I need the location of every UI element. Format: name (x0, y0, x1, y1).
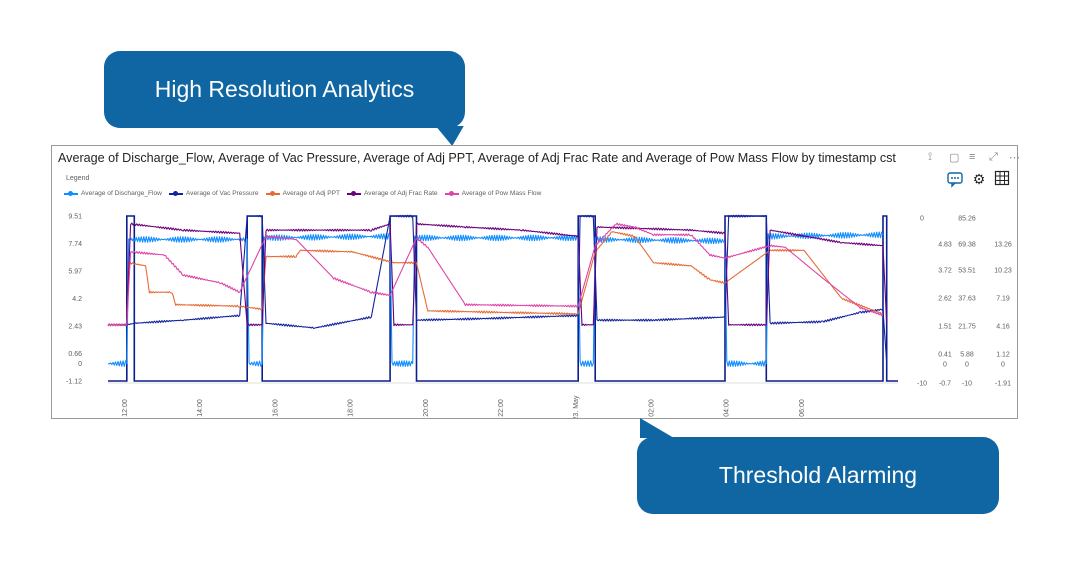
focus-mode-icon[interactable]: ⤢ (989, 151, 998, 163)
chart-title: Average of Discharge_Flow, Average of Va… (58, 151, 896, 165)
legend-swatch (64, 190, 78, 196)
legend-item[interactable]: Average of Adj PPT (265, 190, 341, 197)
y2-tick-label: -10 (962, 381, 972, 388)
y2-tick-label: 53.51 (958, 268, 976, 275)
y2-tick-label: 2.62 (938, 296, 952, 303)
legend-item[interactable]: Average of Vac Pressure (168, 190, 259, 197)
callout-tail (640, 418, 674, 438)
y-tick-label: 5.97 (68, 268, 82, 275)
legend-label: Average of Discharge_Flow (81, 190, 162, 197)
y-tick-label: 7.74 (68, 241, 82, 248)
y2-tick-label: 85.26 (958, 216, 976, 223)
series-line (107, 231, 884, 367)
legend-label: Average of Adj PPT (282, 190, 341, 197)
chart-visual-panel[interactable]: Average of Discharge_Flow, Average of Va… (51, 145, 1020, 419)
y-tick-label: -1.12 (66, 379, 82, 386)
y2-tick-label: 0 (920, 216, 924, 223)
y-tick-label: 0.66 (68, 351, 82, 358)
legend-item[interactable]: Average of Adj Frac Rate (347, 190, 438, 197)
legend-swatch (347, 190, 362, 196)
callout-text: Threshold Alarming (718, 462, 918, 488)
x-tick-label: 20:00 (423, 399, 430, 417)
y-tick-label: 9.51 (68, 214, 82, 221)
y2-tick-label: 13.26 (994, 242, 1012, 249)
callout-threshold-alarming: Threshold Alarming (637, 437, 999, 514)
y-tick-label: 2.43 (68, 323, 82, 330)
y2-tick-label: 0.41 (938, 352, 952, 359)
y2-tick-label: 7.19 (996, 296, 1010, 303)
y2-tick-label: 0 (943, 362, 947, 369)
legend-label: Average of Adj Frac Rate (364, 190, 438, 197)
callout-text: High Resolution Analytics (154, 76, 415, 102)
legend-item[interactable]: Average of Pow Mass Flow (444, 190, 542, 197)
legend: Average of Discharge_Flow Average of Vac … (64, 190, 541, 197)
series-line (107, 231, 884, 327)
x-tick-label: 23. May (573, 395, 580, 418)
y-tick-label: 0 (78, 361, 82, 368)
x-tick-label: 18:00 (348, 399, 355, 417)
more-options-icon[interactable]: ⋯ (1009, 152, 1020, 164)
series-line (107, 214, 888, 364)
x-tick-label: 14:00 (197, 399, 204, 417)
y2-tick-label: -0.7 (939, 381, 951, 388)
y2-tick-label: 4.16 (996, 324, 1010, 331)
x-tick-label: 04:00 (724, 399, 731, 417)
y2-tick-label: 0 (965, 362, 969, 369)
y2-tick-label: -10 (917, 381, 927, 388)
x-tick-label: 06:00 (799, 399, 806, 417)
legend-swatch (265, 190, 280, 196)
x-tick-label: 22:00 (498, 399, 505, 417)
y2-tick-label: 1.12 (996, 352, 1010, 359)
x-tick-label: 16:00 (272, 399, 279, 417)
settings-icon[interactable]: ⚙ (972, 171, 986, 187)
legend-item[interactable]: Average of Discharge_Flow (64, 190, 162, 197)
y-tick-label: 4.2 (72, 296, 82, 303)
legend-swatch (444, 190, 459, 196)
y2-tick-label: 69.38 (958, 242, 976, 249)
y2-tick-label: 5.88 (960, 352, 974, 359)
y2-tick-label: 37.63 (958, 296, 976, 303)
y2-tick-label: 0 (1001, 362, 1005, 369)
y2-tick-label: 4.83 (938, 242, 952, 249)
legend-label: Average of Pow Mass Flow (461, 190, 542, 197)
legend-title: Legend (66, 175, 90, 182)
filter-icon[interactable]: ≡ (969, 151, 976, 163)
callout-high-resolution-analytics: High Resolution Analytics (104, 51, 465, 128)
comment-icon[interactable] (946, 170, 964, 188)
y2-tick-label: 1.51 (938, 324, 952, 331)
threshold-line (108, 215, 898, 382)
y2-tick-label: 3.72 (938, 268, 952, 275)
x-tick-label: 02:00 (648, 399, 655, 417)
y2-tick-label: 10.23 (994, 268, 1012, 275)
x-tick-label: 12:00 (122, 399, 129, 417)
legend-swatch (168, 190, 183, 196)
y2-tick-label: -1.91 (995, 381, 1011, 388)
table-icon[interactable] (993, 170, 1011, 188)
series-line (107, 222, 888, 327)
series-line (107, 222, 884, 327)
chart-plot[interactable]: 9.51 7.74 5.97 4.2 2.43 0.66 0 -1.12 12:00 14:00 1… (52, 146, 1017, 419)
callout-tail (424, 126, 464, 146)
pin-icon[interactable]: ⟟ (928, 151, 933, 163)
copy-icon[interactable]: ▢ (949, 152, 960, 164)
y2-tick-label: 21.75 (958, 324, 976, 331)
legend-label: Average of Vac Pressure (185, 190, 259, 197)
